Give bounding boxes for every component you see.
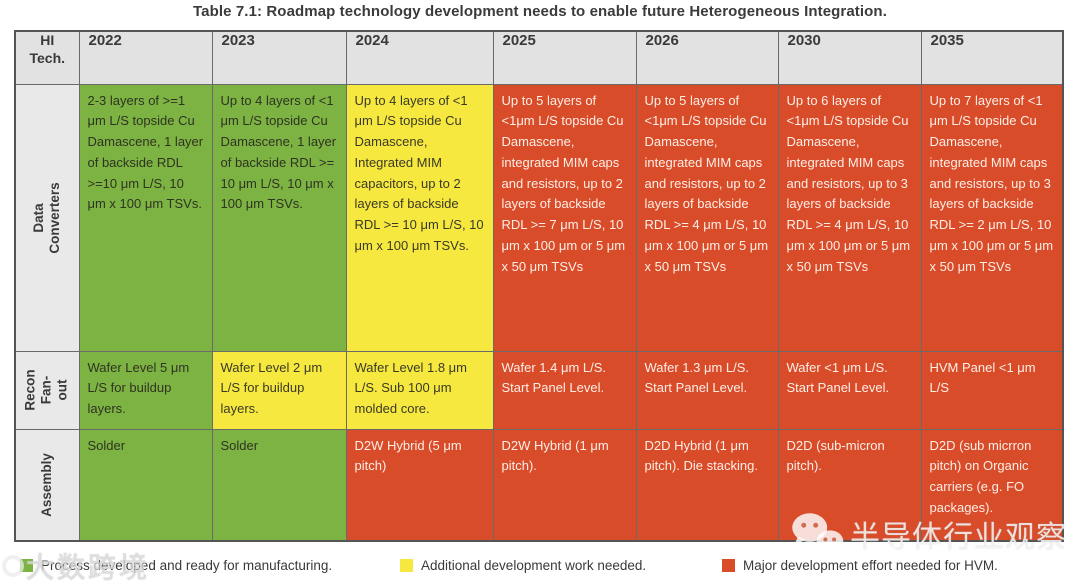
cell-assembly-2023: Solder <box>211 428 347 542</box>
legend-item-red: Major development effort needed for HVM. <box>722 558 998 573</box>
cell-assembly-2024: D2W Hybrid (5 μm pitch) <box>345 428 494 542</box>
cell-assembly-2030: D2D (sub-micron pitch). <box>777 428 922 542</box>
row-label-text: Assembly <box>39 452 55 517</box>
table-row-data-converters: Data Converters 2-3 layers of >=1 μm L/S… <box>14 83 1064 352</box>
table-row-assembly: Assembly Solder Solder D2W Hybrid (5 μm … <box>14 428 1064 542</box>
cell-recon-fan-out-2025: Wafer 1.4 μm L/S. Start Panel Level. <box>492 350 637 430</box>
legend: Process developed and ready for manufact… <box>14 558 1072 573</box>
cell-recon-fan-out-2024: Wafer Level 1.8 μm L/S. Sub 100 μm molde… <box>345 350 494 430</box>
cell-data-converters-2035: Up to 7 layers of <1 μm L/S topside Cu D… <box>920 83 1064 352</box>
header-row: HI Tech. 2022 2023 2024 2025 2026 2030 2… <box>14 30 1064 85</box>
row-label-recon-fan-out: Recon Fan-out <box>14 350 80 430</box>
cell-data-converters-2030: Up to 6 layers of <1μm L/S topside Cu Da… <box>777 83 922 352</box>
year-header-2024: 2024 <box>345 30 494 85</box>
cell-data-converters-2025: Up to 5 layers of <1μm L/S topside Cu Da… <box>492 83 637 352</box>
row-label-text: Data Converters <box>31 181 63 254</box>
legend-label: Process developed and ready for manufact… <box>41 558 333 573</box>
cell-recon-fan-out-2030: Wafer <1 μm L/S. Start Panel Level. <box>777 350 922 430</box>
roadmap-table: HI Tech. 2022 2023 2024 2025 2026 2030 2… <box>14 30 1064 542</box>
yellow-swatch-icon <box>400 559 413 572</box>
cell-recon-fan-out-2022: Wafer Level 5 μm L/S for buildup layers. <box>78 350 213 430</box>
cell-assembly-2022: Solder <box>78 428 213 542</box>
legend-item-yellow: Additional development work needed. <box>400 558 722 573</box>
cell-recon-fan-out-2026: Wafer 1.3 μm L/S. Start Panel Level. <box>635 350 779 430</box>
corner-header: HI Tech. <box>14 30 80 85</box>
legend-label: Additional development work needed. <box>421 558 647 573</box>
year-header-2030: 2030 <box>777 30 922 85</box>
cell-data-converters-2022: 2-3 layers of >=1 μm L/S topside Cu Dama… <box>78 83 213 352</box>
year-header-2026: 2026 <box>635 30 779 85</box>
row-label-data-converters: Data Converters <box>14 83 80 352</box>
legend-label: Major development effort needed for HVM. <box>743 558 998 573</box>
cell-assembly-2035: D2D (sub micrron pitch) on Organic carri… <box>920 428 1064 542</box>
cell-data-converters-2024: Up to 4 layers of <1 μm L/S topside Cu D… <box>345 83 494 352</box>
cell-data-converters-2023: Up to 4 layers of <1 μm L/S topside Cu D… <box>211 83 347 352</box>
table-row-recon-fan-out: Recon Fan-out Wafer Level 5 μm L/S for b… <box>14 350 1064 430</box>
green-swatch-icon <box>20 559 33 572</box>
cell-recon-fan-out-2023: Wafer Level 2 μm L/S for buildup layers. <box>211 350 347 430</box>
cell-data-converters-2026: Up to 5 layers of <1μm L/S topside Cu Da… <box>635 83 779 352</box>
year-header-2035: 2035 <box>920 30 1064 85</box>
red-swatch-icon <box>722 559 735 572</box>
year-header-2025: 2025 <box>492 30 637 85</box>
page-title: Table 7.1: Roadmap technology developmen… <box>193 3 887 20</box>
cell-recon-fan-out-2035: HVM Panel <1 μm L/S <box>920 350 1064 430</box>
row-label-text: Recon Fan-out <box>22 369 71 411</box>
cell-assembly-2025: D2W Hybrid (1 μm pitch). <box>492 428 637 542</box>
row-label-assembly: Assembly <box>14 428 80 542</box>
cell-assembly-2026: D2D Hybrid (1 μm pitch). Die stacking. <box>635 428 779 542</box>
year-header-2023: 2023 <box>211 30 347 85</box>
year-header-2022: 2022 <box>78 30 213 85</box>
legend-item-green: Process developed and ready for manufact… <box>20 558 400 573</box>
